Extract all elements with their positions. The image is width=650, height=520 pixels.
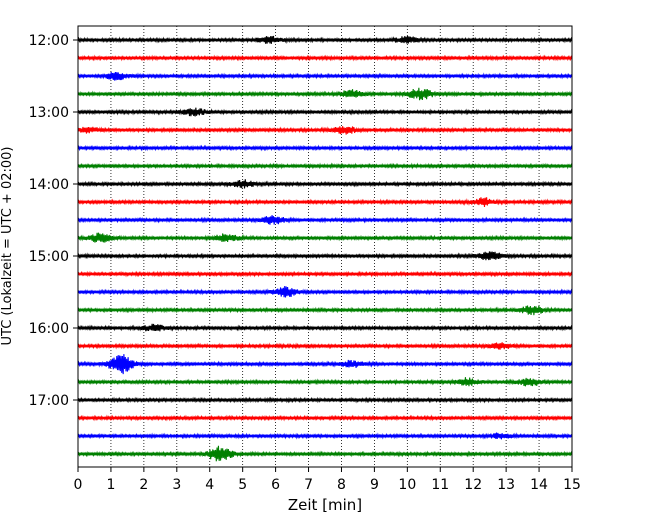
y-axis-label: UTC (Lokalzeit = UTC + 02:00) <box>0 147 15 346</box>
plot-background <box>78 26 572 467</box>
x-tick-label: 15 <box>563 477 581 493</box>
x-tick-label: 1 <box>106 477 115 493</box>
x-tick-label: 2 <box>139 477 148 493</box>
x-tick-label: 9 <box>370 477 379 493</box>
y-tick-label: 16:00 <box>29 321 69 337</box>
y-tick-label: 13:00 <box>29 105 69 121</box>
x-axis-label: Zeit [min] <box>288 496 362 514</box>
x-tick-label: 6 <box>271 477 280 493</box>
x-tick-label: 14 <box>530 477 548 493</box>
y-tick-label: 12:00 <box>29 33 69 49</box>
y-tick-label: 17:00 <box>29 393 69 409</box>
x-tick-label: 11 <box>431 477 449 493</box>
plot-frame <box>77 25 573 468</box>
x-tick-label: 8 <box>337 477 346 493</box>
y-tick-label: 14:00 <box>29 177 69 193</box>
trace-rows <box>77 35 573 462</box>
x-tick-label: 4 <box>205 477 214 493</box>
axis-ticks: 0 1 2 3 4 5 6 7 8 9 10 11 12 13 14 1512:0013:0014:0015:… <box>29 33 581 493</box>
x-tick-label: 5 <box>238 477 247 493</box>
y-tick-label: 15:00 <box>29 249 69 265</box>
x-tick-label: 0 <box>74 477 83 493</box>
x-tick-label: 7 <box>304 477 313 493</box>
x-tick-label: 3 <box>172 477 181 493</box>
x-tick-label: 13 <box>497 477 515 493</box>
x-tick-label: 12 <box>464 477 482 493</box>
x-tick-label: 10 <box>398 477 416 493</box>
